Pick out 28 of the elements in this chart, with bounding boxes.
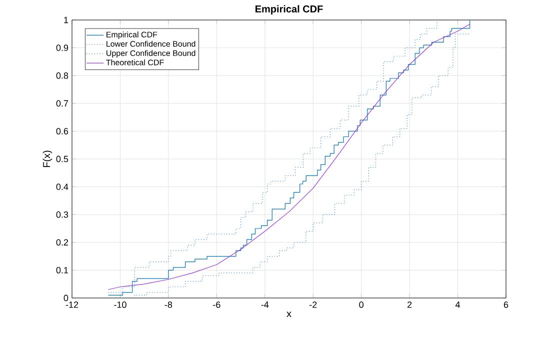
- y-tick-label: 0.3: [56, 211, 68, 218]
- y-tick-label: 0.6: [56, 128, 68, 134]
- x-tick-label: -12: [66, 302, 78, 308]
- y-tick-label: 0.8: [56, 72, 68, 79]
- x-tick-label: -4: [261, 302, 269, 308]
- x-tick-label: 6: [504, 302, 508, 308]
- y-tick-label: 0.9: [56, 44, 68, 51]
- x-tick-label: -2: [310, 302, 317, 308]
- x-axis-title: x: [286, 312, 292, 318]
- x-tick-label: 2: [408, 302, 412, 308]
- x-tick-label: -10: [114, 302, 126, 308]
- y-tick-label: 0.4: [56, 184, 68, 190]
- x-tick-label: -8: [164, 302, 172, 308]
- y-tick-label: 0.2: [56, 239, 68, 246]
- x-tick-label: 0: [359, 302, 364, 308]
- y-tick-label: 0: [64, 294, 68, 302]
- y-tick-label: 1: [64, 16, 68, 24]
- x-tick-label: 4: [455, 302, 460, 308]
- legend-label: Empirical CDF: [106, 32, 158, 39]
- legend-label: Upper Confidence Bound: [106, 50, 196, 58]
- x-tick-label: -6: [213, 302, 220, 308]
- legend-label: Lower Confidence Bound: [106, 40, 196, 47]
- y-tick-label: 0.5: [56, 156, 68, 162]
- y-axis-title: F(x): [42, 150, 52, 168]
- y-tick-label: 0.7: [56, 100, 68, 107]
- y-tick-label: 0.1: [56, 266, 68, 274]
- legend-label: Theoretical CDF: [106, 59, 164, 66]
- chart-title: Empirical CDF: [256, 5, 323, 14]
